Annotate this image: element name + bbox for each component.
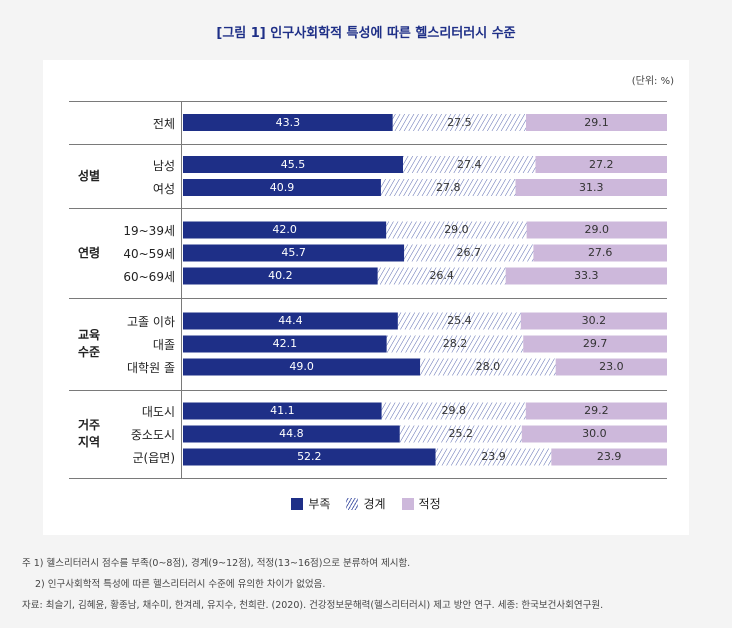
legend-item-adequate: 적정 [401,495,441,512]
bar-segment-deficient [183,312,398,330]
category-label: 대졸 [152,338,175,352]
bar-segment-borderline [403,156,536,173]
category-label: 남성 [152,158,175,173]
bar-segment-deficient [183,179,381,196]
chart-panel: (단위: %) 전체 43.3 27.5 29.1 성별 남성 45.5 27.4 27.2 여성… [43,60,689,535]
category-label: 60~69세 [123,270,175,284]
category-label: 고졸 이하 [127,315,175,329]
bar-segment-borderline [392,114,527,131]
legend-swatch-deficient [291,497,304,510]
category-label: 40~59세 [123,247,175,261]
bar-segment-borderline [380,179,516,196]
legend-swatch-borderline [346,497,359,510]
source-note: 자료: 최슬기, 김혜윤, 황종남, 채수미, 한겨레, 유지수, 천희란. (… [22,600,604,611]
note-2: 2) 인구사회학적 특성에 따른 헬스리터러시 수준에 유의한 차이가 없었음. [35,579,326,590]
chart-title: [그림 1] 인구사회학적 특성에 따른 헬스리터러시 수준 [216,26,516,41]
bar-segment-deficient [183,156,403,173]
bar-segment-deficient [183,425,400,443]
group-label: 교육 수준 [77,328,101,359]
legend-item-borderline: 경계 [346,495,386,512]
bar-segment-deficient [183,402,382,420]
bar-segment-deficient [183,267,378,285]
group-label: 연령 [77,245,101,260]
bar-segment-deficient [183,221,387,239]
bars-svg [69,101,667,479]
bar-segment-adequate [533,244,667,262]
bar-segment-adequate [551,448,667,466]
bar-segment-borderline [386,335,524,353]
bar-segment-borderline [386,221,527,239]
category-label: 대학원 졸 [127,361,175,375]
bar-segment-adequate [525,402,667,420]
group-label: 거주 지역 [77,418,101,449]
category-label: 19~39세 [123,224,175,238]
bar-segment-adequate [520,312,667,330]
bar-segment-deficient [183,244,405,262]
bar-segment-borderline [420,358,556,376]
bar-segment-adequate [521,425,667,443]
legend-label-deficient: 부족 [308,497,331,511]
bar-segment-deficient [183,448,436,466]
bar-segment-deficient [183,358,421,376]
bar-segment-adequate [523,335,667,353]
bar-segment-borderline [381,402,526,420]
bar-segment-adequate [555,358,667,376]
category-label: 중소도시 [130,428,175,442]
bar-segment-borderline [404,244,534,262]
legend-label-borderline: 경계 [363,497,386,511]
bar-segment-borderline [435,448,552,466]
bar-segment-adequate [515,179,667,196]
footnotes: 주 1) 헬스리터러시 점수를 부족(0~8점), 경계(9~12점), 적정(… [22,553,603,616]
note-1: 주 1) 헬스리터러시 점수를 부족(0~8점), 경계(9~12점), 적정(… [22,558,411,569]
category-label: 군(읍면) [132,451,175,465]
legend-swatch-adequate [401,497,414,510]
bar-segment-adequate [535,156,667,173]
bar-segment-adequate [526,221,667,239]
legend-item-deficient: 부족 [291,495,330,512]
bar-segment-borderline [377,267,506,285]
bar-segment-adequate [526,114,667,131]
unit-label: (단위: %) [631,76,674,87]
category-label: 전체 [152,116,175,131]
bar-segment-deficient [183,335,387,353]
legend-label-adequate: 적정 [418,497,441,511]
category-label: 대도시 [141,405,175,419]
group-label: 성별 [77,168,101,183]
bar-segment-borderline [397,312,521,330]
legend: 부족 경계 적정 [43,495,689,512]
category-label: 여성 [152,181,175,196]
bar-segment-borderline [399,425,522,443]
bar-segment-deficient [183,114,393,131]
bar-segment-adequate [505,267,667,285]
